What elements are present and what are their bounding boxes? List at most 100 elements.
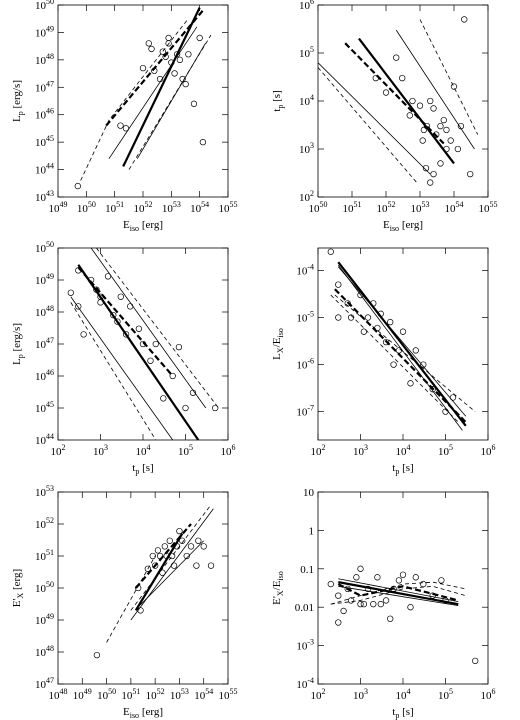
- tick-base: 10: [296, 265, 308, 277]
- plot-frame: [57, 4, 229, 198]
- label-part: [s]: [271, 90, 283, 104]
- label-part: E: [123, 219, 130, 231]
- tick-label: 1048: [35, 644, 54, 659]
- fit-line: [130, 508, 214, 621]
- data-point: [357, 565, 364, 572]
- tick-label: 1054: [194, 687, 213, 702]
- data-point: [422, 164, 430, 172]
- data-point: [420, 580, 427, 588]
- data-point: [467, 170, 474, 178]
- tick-label: 1049: [73, 687, 92, 702]
- tick-base: 10: [353, 446, 365, 458]
- data-point: [390, 361, 397, 368]
- tick-label: 103: [353, 687, 368, 702]
- data-point: [440, 116, 447, 124]
- fit-line: [136, 43, 206, 159]
- data-point: [416, 102, 424, 109]
- tick-exponent: 50: [46, 0, 54, 6]
- tick-label: 103: [93, 443, 108, 458]
- tick-label: 1052: [134, 200, 153, 215]
- data-point: [399, 328, 407, 335]
- label-part: iso: [276, 328, 285, 337]
- fit-line: [330, 294, 459, 423]
- tick-label: 106: [299, 0, 314, 12]
- fit-line: [77, 266, 174, 377]
- tick-base: 10: [396, 446, 408, 458]
- fit-line: [77, 264, 200, 440]
- label-part: L: [11, 115, 23, 122]
- tick-base: 10: [296, 360, 308, 372]
- tick-label: 1050: [97, 687, 116, 702]
- label-part: p: [395, 711, 399, 720]
- data-point: [187, 543, 195, 550]
- data-point: [427, 97, 434, 105]
- data-point: [195, 537, 202, 544]
- tick-label: 1045: [35, 400, 54, 415]
- tick-label: 1053: [411, 200, 430, 215]
- tick-exponent: 6: [492, 687, 496, 696]
- tick-base: 10: [438, 446, 450, 458]
- label-part: X: [276, 590, 285, 596]
- tick-exponent: -5: [307, 310, 314, 319]
- tick-label: 105: [299, 45, 314, 60]
- tick-exponent: 44: [46, 162, 54, 171]
- tick-exponent: 46: [46, 107, 54, 116]
- tick-exponent: 50: [46, 240, 54, 249]
- tick-base: 10: [396, 690, 408, 702]
- tick-exponent: 2: [322, 443, 326, 452]
- data-point: [407, 380, 414, 387]
- tick-label: 1052: [377, 200, 396, 215]
- fit-line: [337, 583, 459, 602]
- data-point: [382, 89, 390, 96]
- fit-line: [108, 26, 198, 159]
- tick-base: 10: [343, 203, 355, 215]
- tick-label: 102: [51, 443, 66, 458]
- data-point: [430, 170, 437, 178]
- data-point: [154, 547, 162, 554]
- tick-base: 10: [481, 446, 493, 458]
- tick-base: 10: [178, 446, 190, 458]
- fit-line: [140, 540, 204, 606]
- tick-base: 10: [445, 203, 457, 215]
- label-part: p: [395, 467, 399, 476]
- tick-label: 0.01: [295, 602, 314, 614]
- x-axis-label: tp [s]: [392, 462, 413, 476]
- tick-base: 10: [299, 96, 311, 108]
- tick-exponent: 3: [310, 141, 314, 150]
- label-part: [s]: [399, 462, 413, 474]
- tick-exponent: 54: [205, 687, 213, 696]
- data-point: [182, 404, 189, 412]
- tick-base: 10: [299, 48, 311, 60]
- tick-label: 1047: [35, 676, 54, 691]
- fit-line: [334, 288, 467, 423]
- tick-label: 1047: [35, 79, 54, 94]
- tick-exponent: 53: [181, 687, 189, 696]
- data-point: [117, 122, 124, 129]
- tick-label: 1049: [35, 612, 54, 627]
- data-point: [427, 179, 434, 186]
- tick-label: 1049: [35, 272, 54, 287]
- label-part: E: [383, 219, 390, 231]
- plot-area: [318, 16, 479, 186]
- tick-base: 10: [190, 203, 202, 215]
- tick-base: 10: [35, 0, 47, 12]
- x-axis-label: Eiso [erg]: [123, 706, 163, 720]
- tick-base: 10: [438, 690, 450, 702]
- label-part: L: [271, 353, 283, 360]
- fit-line: [106, 555, 156, 643]
- label-part: t: [132, 462, 135, 474]
- data-point: [387, 318, 394, 326]
- label-part: iso: [130, 711, 139, 720]
- tick-exponent: 49: [46, 612, 54, 621]
- tick-label: 105: [178, 443, 193, 458]
- tick-exponent: 52: [157, 687, 165, 696]
- tick-label: 1054: [190, 200, 209, 215]
- tick-base: 10: [146, 690, 158, 702]
- label-part: E': [271, 596, 283, 605]
- tick-label: 105: [438, 443, 453, 458]
- data-point: [353, 574, 360, 581]
- data-point: [175, 343, 183, 351]
- tick-label: 1048: [49, 687, 68, 702]
- tick-exponent: 3: [364, 687, 368, 696]
- data-point: [454, 145, 462, 153]
